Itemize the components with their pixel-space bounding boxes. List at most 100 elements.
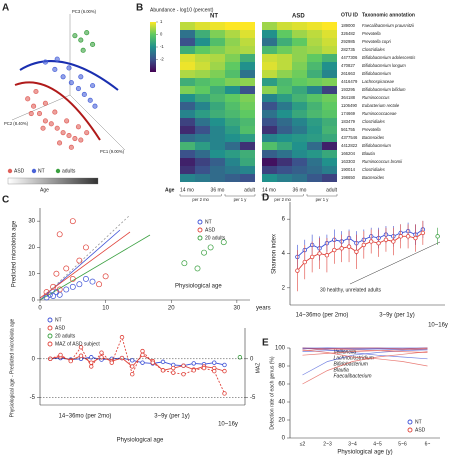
heat-cell xyxy=(307,22,322,30)
heat-cell xyxy=(307,134,322,142)
heat-cell xyxy=(322,38,337,46)
x-tick-label: 2~3 xyxy=(323,441,332,447)
point xyxy=(46,291,53,298)
legend-label: ASD xyxy=(55,325,66,331)
taxon: Prevotella xyxy=(362,127,381,132)
series-line xyxy=(302,349,428,367)
legend-label: NT xyxy=(38,168,45,174)
y-axis-label: Physiological age - Predicted microbiota… xyxy=(9,318,15,417)
point xyxy=(96,281,103,288)
heat-cell xyxy=(180,174,195,182)
point xyxy=(63,265,70,272)
marker xyxy=(368,239,374,244)
otu-id: 193295 xyxy=(341,87,356,92)
panel-label: C xyxy=(2,195,9,206)
point xyxy=(52,66,58,73)
y-tick-label: 100 xyxy=(275,346,286,352)
colorbar-label: Abundance - log10 (percent) xyxy=(150,7,214,13)
taxon: Bacteroides xyxy=(362,135,385,140)
age-tick-label: adult xyxy=(326,187,337,193)
heat-cell xyxy=(277,118,292,126)
heat-cell xyxy=(292,86,307,94)
x-tick-label: 10 xyxy=(102,306,109,312)
heat-cell xyxy=(292,118,307,126)
heat-cell xyxy=(210,110,225,118)
heat-cell xyxy=(240,62,255,70)
heat-cell xyxy=(180,102,195,110)
legend-marker xyxy=(197,219,203,225)
heat-cell xyxy=(195,22,210,30)
age-label: Age xyxy=(165,187,175,193)
heat-cell xyxy=(322,22,337,30)
point xyxy=(54,56,60,62)
otu-id: 190014 xyxy=(341,167,356,172)
x-tick-label: 4~5 xyxy=(373,441,382,447)
heat-cell xyxy=(277,70,292,78)
point xyxy=(78,74,84,80)
heat-cell xyxy=(240,38,255,46)
heat-cell xyxy=(180,70,195,78)
heat-cell xyxy=(292,38,307,46)
heat-cell xyxy=(292,174,307,182)
legend-marker xyxy=(407,419,413,425)
axis-label: PC1 (9.00%) xyxy=(100,149,125,154)
otu-id: 1106490 xyxy=(341,103,358,108)
heat-cell xyxy=(210,38,225,46)
heat-cell xyxy=(292,70,307,78)
heat-cell xyxy=(322,118,337,126)
marker xyxy=(302,259,307,265)
x-tick-label: 30 xyxy=(234,306,241,312)
point xyxy=(31,103,37,109)
legend-label: NT xyxy=(415,419,422,425)
marker xyxy=(150,360,155,365)
heat-cell xyxy=(307,174,322,182)
point xyxy=(66,65,72,71)
age-tick-label: adult xyxy=(244,187,255,193)
genus-label: Faecalibacterium xyxy=(334,373,372,379)
heat-cell xyxy=(210,174,225,182)
taxon: Bifidobacterium xyxy=(362,71,391,76)
heat-cell xyxy=(262,30,277,38)
heat-cell xyxy=(292,110,307,118)
heat-cell xyxy=(240,158,255,166)
heat-cell xyxy=(277,174,292,182)
otu-id: 4416479 xyxy=(341,79,358,84)
point xyxy=(50,293,57,300)
legend-marker xyxy=(7,168,13,174)
heat-cell xyxy=(195,166,210,174)
heat-cell xyxy=(322,166,337,174)
point xyxy=(207,244,214,251)
heat-cell xyxy=(292,46,307,54)
heat-cell xyxy=(322,46,337,54)
period-bracket xyxy=(224,194,256,197)
point xyxy=(42,118,48,124)
heat-cell xyxy=(262,54,277,62)
point xyxy=(48,121,54,127)
point xyxy=(220,239,227,246)
point xyxy=(194,265,201,272)
point xyxy=(66,133,72,139)
point xyxy=(60,74,66,80)
heat-cell xyxy=(180,78,195,86)
heat-cell xyxy=(225,134,240,142)
heat-cell xyxy=(322,134,337,142)
marker xyxy=(78,353,84,358)
panel-label: E xyxy=(262,338,269,349)
point xyxy=(53,270,60,277)
heat-cell xyxy=(210,118,225,126)
heat-cell xyxy=(180,54,195,62)
marker xyxy=(130,364,135,369)
taxon: Clostridiales xyxy=(362,119,386,124)
heat-cell xyxy=(322,70,337,78)
heat-cell xyxy=(210,102,225,110)
heat-cell xyxy=(307,62,322,70)
point xyxy=(63,286,70,293)
heat-cell xyxy=(225,150,240,158)
heat-cell xyxy=(292,94,307,102)
heat-cell xyxy=(210,134,225,142)
y-axis-label: Predicted microbiota age xyxy=(12,220,18,287)
heat-cell xyxy=(277,126,292,134)
point xyxy=(82,276,89,282)
heat-cell xyxy=(195,38,210,46)
axis-label: PC2 (8.40%) xyxy=(4,121,29,126)
